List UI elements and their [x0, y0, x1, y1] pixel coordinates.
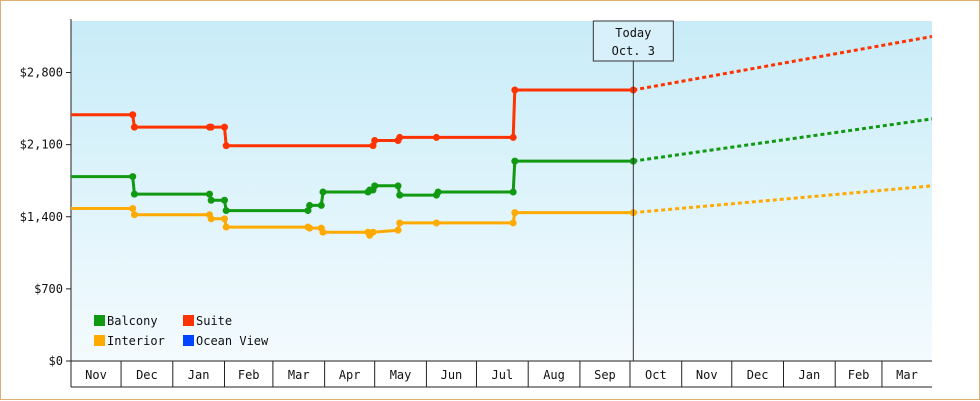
month-label: Dec: [747, 368, 769, 382]
legend-label: Interior: [107, 334, 165, 348]
data-point[interactable]: [129, 111, 137, 119]
data-point[interactable]: [130, 211, 138, 219]
today-date-label: Oct. 3: [612, 44, 655, 58]
today-box: [592, 20, 674, 62]
legend-swatch: [183, 315, 194, 326]
data-point[interactable]: [221, 215, 229, 223]
y-tick-label: $700: [34, 282, 63, 296]
legend-swatch: [183, 335, 194, 346]
data-point[interactable]: [222, 223, 230, 231]
data-point[interactable]: [511, 157, 519, 165]
month-label: Nov: [85, 368, 107, 382]
month-label: Feb: [238, 368, 260, 382]
data-point[interactable]: [511, 86, 519, 94]
data-point[interactable]: [319, 188, 327, 196]
data-point[interactable]: [130, 190, 138, 198]
data-point[interactable]: [306, 224, 314, 232]
data-point[interactable]: [222, 142, 230, 150]
data-point[interactable]: [221, 123, 229, 131]
legend-label: Suite: [196, 314, 232, 328]
data-point[interactable]: [207, 123, 215, 131]
month-label: Dec: [136, 368, 158, 382]
month-label: Apr: [339, 368, 361, 382]
forecast-line: [633, 35, 933, 92]
data-point[interactable]: [129, 205, 137, 213]
month-label: Sep: [594, 368, 616, 382]
month-label: Oct: [645, 368, 667, 382]
legend-label: Balcony: [107, 314, 158, 328]
data-point[interactable]: [432, 219, 440, 227]
data-point[interactable]: [317, 201, 325, 209]
x-axis: Nov Dec Jan Feb Mar Apr May Jun Jul Aug Sep Oct Nov D…: [71, 360, 932, 388]
legend-swatch: [94, 315, 105, 326]
data-point[interactable]: [222, 207, 230, 215]
legend-item-balcony[interactable]: Balcony: [94, 314, 158, 328]
series-interior: [71, 184, 933, 239]
data-point[interactable]: [509, 219, 517, 227]
y-axis: $0 $700 $1,400 $2,100 $2,800: [20, 19, 72, 387]
month-label: May: [390, 368, 412, 382]
data-point[interactable]: [130, 123, 138, 131]
data-point[interactable]: [207, 196, 215, 204]
y-tick-label: $1,400: [20, 210, 63, 224]
series-layer: [71, 35, 933, 239]
data-point[interactable]: [509, 188, 517, 196]
month-label: Jan: [799, 368, 821, 382]
forecast-line: [633, 184, 933, 215]
month-label: Aug: [543, 368, 565, 382]
data-point[interactable]: [432, 133, 440, 141]
y-tick-label: $2,800: [20, 66, 63, 80]
data-point[interactable]: [371, 137, 379, 145]
legend: Balcony Suite Interior Ocean View: [94, 314, 269, 348]
month-label: Mar: [896, 368, 918, 382]
today-label: Today: [615, 26, 651, 40]
y-tick-label: $2,100: [20, 138, 63, 152]
data-point[interactable]: [369, 228, 377, 236]
data-point[interactable]: [306, 201, 314, 209]
month-label: Jun: [441, 368, 463, 382]
data-point[interactable]: [434, 188, 442, 196]
data-point[interactable]: [205, 190, 213, 198]
legend-item-ocean-view[interactable]: Ocean View: [183, 334, 269, 348]
data-point[interactable]: [396, 219, 404, 227]
data-point[interactable]: [129, 173, 137, 181]
data-point[interactable]: [394, 182, 402, 190]
month-label: Mar: [288, 368, 310, 382]
month-label: Jul: [491, 368, 513, 382]
data-point[interactable]: [221, 196, 229, 204]
series-balcony: [71, 117, 933, 215]
data-point[interactable]: [207, 215, 215, 223]
legend-swatch: [94, 335, 105, 346]
data-point[interactable]: [511, 209, 519, 217]
legend-label: Ocean View: [196, 334, 269, 348]
data-point[interactable]: [371, 182, 379, 190]
legend-item-suite[interactable]: Suite: [183, 314, 232, 328]
today-marker: Today Oct. 3: [592, 20, 674, 361]
data-point[interactable]: [396, 191, 404, 199]
data-point[interactable]: [396, 133, 404, 141]
y-tick-label: $0: [49, 354, 63, 368]
month-label: Feb: [848, 368, 870, 382]
forecast-line: [633, 117, 933, 163]
legend-item-interior[interactable]: Interior: [94, 334, 165, 348]
month-label: Nov: [696, 368, 718, 382]
month-label: Jan: [188, 368, 210, 382]
data-point[interactable]: [319, 228, 327, 236]
data-point[interactable]: [394, 226, 402, 234]
data-point[interactable]: [509, 133, 517, 141]
